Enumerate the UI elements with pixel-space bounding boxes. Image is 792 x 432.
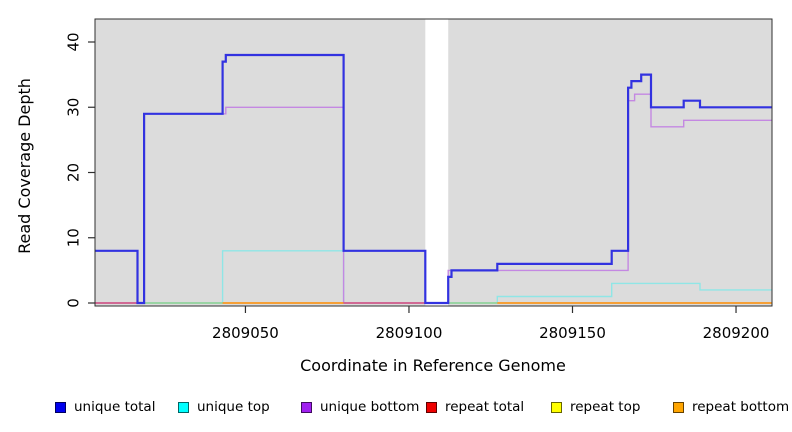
x-tick-label: 2809050 [212, 324, 279, 342]
y-tick-label: 0 [64, 298, 82, 308]
plot-area: 2809050 2809100 2809150 2809200 0 10 20 30 40 [64, 18, 773, 342]
y-tick-label: 20 [64, 163, 82, 182]
masked-region [425, 19, 449, 306]
y-tick-label: 40 [64, 32, 82, 51]
legend-label: unique total [74, 399, 156, 415]
legend-swatch-icon [673, 401, 684, 413]
coverage-chart: 2809050 2809100 2809150 2809200 0 10 20 30 40 Co… [15, 18, 773, 375]
x-tick-label: 2809200 [703, 324, 770, 342]
legend-swatch-icon [426, 401, 437, 413]
legend-item-unique-total: unique total [55, 398, 155, 416]
legend-swatch-icon [178, 401, 189, 413]
x-tick-label: 2809100 [376, 324, 443, 342]
series-line-unique-total [95, 53, 772, 305]
legend-label: repeat total [445, 399, 525, 415]
legend-label: repeat bottom [692, 399, 790, 415]
y-tick-label: 30 [64, 98, 82, 117]
legend-swatch-icon [301, 401, 312, 413]
legend-item-unique-top: unique top [178, 398, 270, 416]
series-line-unique-top [95, 250, 772, 304]
legend-item-repeat-top: repeat top [551, 398, 640, 416]
legend-item-repeat-bottom: repeat bottom [673, 398, 789, 416]
legend-label: repeat top [570, 399, 641, 415]
legend-item-repeat-total: repeat total [426, 398, 524, 416]
legend-item-unique-bottom: unique bottom [301, 398, 419, 416]
x-axis-title: Coordinate in Reference Genome [300, 356, 566, 375]
x-tick-label: 2809150 [539, 324, 606, 342]
legend-swatch-icon [551, 401, 562, 413]
y-axis-title: Read Coverage Depth [15, 78, 34, 254]
legend-swatch-icon [55, 401, 66, 413]
y-tick-label: 10 [64, 228, 82, 247]
legend-label: unique bottom [320, 399, 420, 415]
plot-border [94, 18, 773, 307]
legend-label: unique top [197, 399, 270, 415]
legend: unique total unique top unique bottom repea… [0, 398, 792, 420]
